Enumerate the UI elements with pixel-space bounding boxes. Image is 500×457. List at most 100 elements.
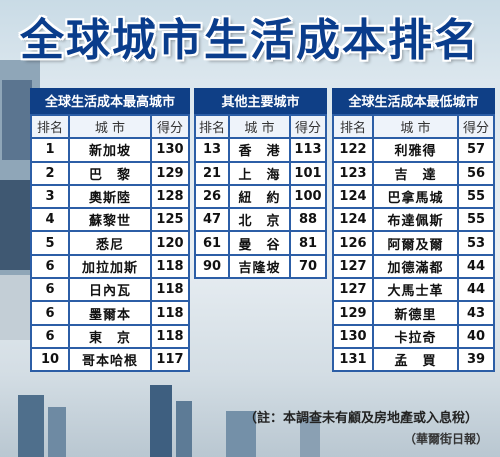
table-row: 122 利雅得 57 [332, 137, 495, 163]
table-row: 21 上 海 101 [194, 160, 327, 186]
table-header-row: 排名 城 市 得分 [30, 113, 190, 140]
table-row: 6 加拉加斯 118 [30, 253, 190, 280]
score-cell: 129 [150, 160, 190, 186]
table-row: 127 加德滿都 44 [332, 253, 495, 280]
city-cell: 墨爾本 [68, 300, 152, 326]
table-row: 90 吉隆坡 70 [194, 253, 327, 280]
rank-cell: 6 [30, 253, 70, 280]
rank-cell: 6 [30, 300, 70, 326]
score-cell: 117 [150, 346, 190, 373]
rank-cell: 129 [332, 300, 374, 326]
city-cell: 加拉加斯 [68, 253, 152, 280]
rank-cell: 122 [332, 137, 374, 163]
table-row: 26 紐 約 100 [194, 183, 327, 210]
table-row: 4 蘇黎世 125 [30, 207, 190, 233]
city-cell: 利雅得 [372, 137, 459, 163]
city-cell: 巴 黎 [68, 160, 152, 186]
rank-cell: 26 [194, 183, 230, 210]
column-header-score: 得分 [289, 113, 327, 140]
city-cell: 悉尼 [68, 230, 152, 256]
city-cell: 新加坡 [68, 137, 152, 163]
source-credit: （華爾街日報） [403, 432, 488, 446]
rank-cell: 6 [30, 277, 70, 303]
score-cell: 120 [150, 230, 190, 256]
rank-cell: 10 [30, 346, 70, 373]
column-header-score: 得分 [150, 113, 190, 140]
city-cell: 加德滿都 [372, 253, 459, 280]
city-cell: 新德里 [372, 300, 459, 326]
rank-cell: 5 [30, 230, 70, 256]
table-row: 10 哥本哈根 117 [30, 346, 190, 373]
score-cell: 130 [150, 137, 190, 163]
rank-cell: 126 [332, 230, 374, 256]
rank-cell: 131 [332, 346, 374, 373]
score-cell: 44 [457, 277, 495, 303]
city-cell: 吉隆坡 [228, 253, 291, 280]
city-cell: 吉 達 [372, 160, 459, 186]
table-lowest-cost: 排名 城 市 得分 122 利雅得 57 123 吉 達 56 124 巴拿馬城 55 124 布達… [332, 113, 495, 373]
score-cell: 113 [289, 137, 327, 163]
table-row: 6 日內瓦 118 [30, 277, 190, 303]
column-header-city: 城 市 [372, 113, 459, 140]
city-cell: 哥本哈根 [68, 346, 152, 373]
column-header-city: 城 市 [68, 113, 152, 140]
rank-cell: 21 [194, 160, 230, 186]
rank-cell: 2 [30, 160, 70, 186]
city-cell: 孟 買 [372, 346, 459, 373]
table-row: 123 吉 達 56 [332, 160, 495, 186]
city-cell: 阿爾及爾 [372, 230, 459, 256]
table-row: 13 香 港 113 [194, 137, 327, 163]
city-cell: 大馬士革 [372, 277, 459, 303]
score-cell: 39 [457, 346, 495, 373]
score-cell: 53 [457, 230, 495, 256]
page-title: 全球城市生活成本排名 [20, 15, 480, 66]
table-row: 126 阿爾及爾 53 [332, 230, 495, 256]
city-cell: 巴拿馬城 [372, 183, 459, 210]
rank-cell: 123 [332, 160, 374, 186]
table-row: 1 新加坡 130 [30, 137, 190, 163]
score-cell: 44 [457, 253, 495, 280]
score-cell: 55 [457, 207, 495, 233]
score-cell: 118 [150, 277, 190, 303]
table-row: 130 卡拉奇 40 [332, 323, 495, 349]
rank-cell: 124 [332, 183, 374, 210]
city-cell: 東 京 [68, 323, 152, 349]
panel-header: 全球生活成本最高城市 [30, 88, 190, 114]
table-row: 124 巴拿馬城 55 [332, 183, 495, 210]
score-cell: 57 [457, 137, 495, 163]
score-cell: 55 [457, 183, 495, 210]
column-header-rank: 排名 [30, 113, 70, 140]
rank-cell: 6 [30, 323, 70, 349]
rank-cell: 130 [332, 323, 374, 349]
city-cell: 曼 谷 [228, 230, 291, 256]
table-row: 47 北 京 88 [194, 207, 327, 233]
score-cell: 81 [289, 230, 327, 256]
table-header-row: 排名 城 市 得分 [194, 113, 327, 140]
rank-cell: 90 [194, 253, 230, 280]
city-cell: 北 京 [228, 207, 291, 233]
rank-cell: 61 [194, 230, 230, 256]
panel-header: 其他主要城市 [194, 88, 327, 114]
score-cell: 118 [150, 253, 190, 280]
rank-cell: 4 [30, 207, 70, 233]
rank-cell: 13 [194, 137, 230, 163]
score-cell: 88 [289, 207, 327, 233]
table-row: 61 曼 谷 81 [194, 230, 327, 256]
score-cell: 40 [457, 323, 495, 349]
column-header-rank: 排名 [194, 113, 230, 140]
rank-cell: 127 [332, 277, 374, 303]
table-row: 6 墨爾本 118 [30, 300, 190, 326]
rank-cell: 47 [194, 207, 230, 233]
table-row: 5 悉尼 120 [30, 230, 190, 256]
column-header-city: 城 市 [228, 113, 291, 140]
table-row: 3 奧斯陸 128 [30, 183, 190, 210]
score-cell: 56 [457, 160, 495, 186]
city-cell: 日內瓦 [68, 277, 152, 303]
score-cell: 43 [457, 300, 495, 326]
rank-cell: 124 [332, 207, 374, 233]
table-row: 129 新德里 43 [332, 300, 495, 326]
city-skyline-background [18, 385, 320, 457]
score-cell: 128 [150, 183, 190, 210]
